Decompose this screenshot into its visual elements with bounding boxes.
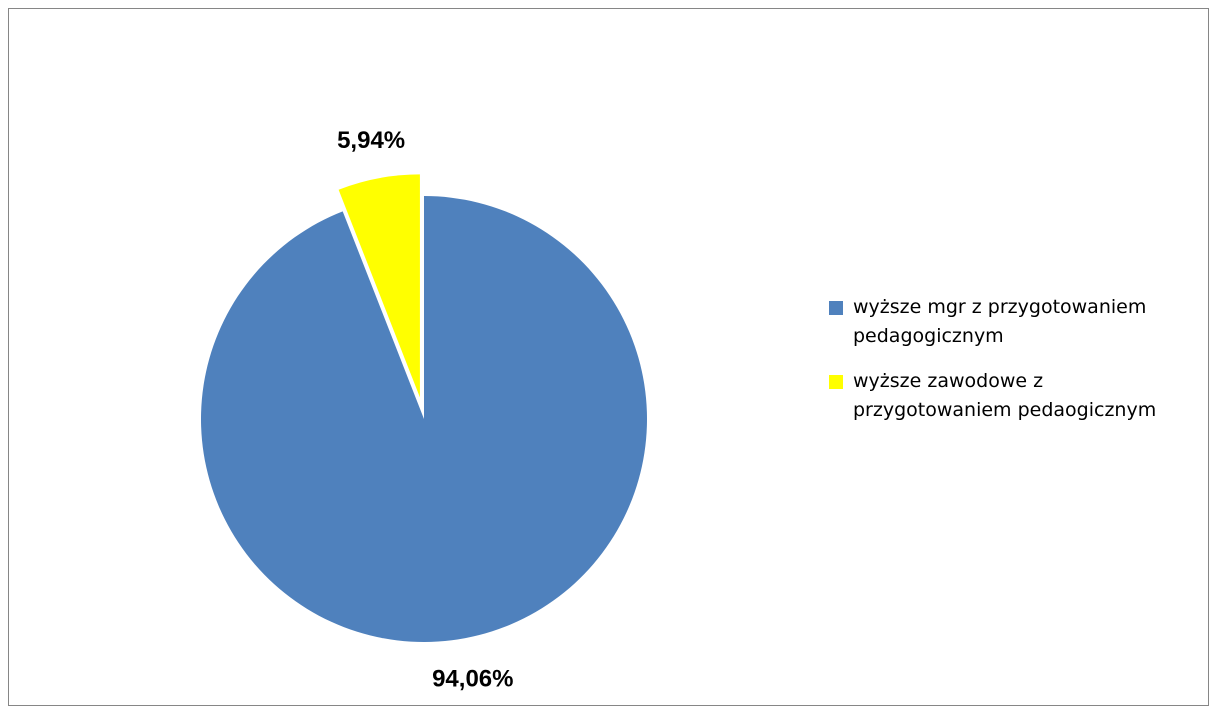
legend-label-mgr: wyższe mgr z przygotowaniem pedagogiczny… bbox=[853, 296, 1147, 347]
legend-label-zawodowe: wyższe zawodowe z przygotowaniem pedaogi… bbox=[853, 370, 1157, 421]
pie-slice-zawodowe bbox=[338, 174, 420, 398]
data-labels: 94,06% 5,94% bbox=[337, 127, 513, 692]
legend-swatch-blue bbox=[829, 301, 843, 315]
data-label-mgr: 94,06% bbox=[432, 665, 513, 692]
legend-item-zawodowe: wyższe zawodowe z przygotowaniem pedaogi… bbox=[829, 367, 1199, 425]
legend-swatch-yellow bbox=[829, 375, 843, 389]
pie-slices bbox=[201, 174, 647, 642]
legend: wyższe mgr z przygotowaniem pedagogiczny… bbox=[829, 293, 1199, 441]
pie-slice-mgr bbox=[201, 196, 647, 642]
legend-item-mgr: wyższe mgr z przygotowaniem pedagogiczny… bbox=[829, 293, 1199, 351]
data-label-zawodowe: 5,94% bbox=[337, 127, 405, 154]
